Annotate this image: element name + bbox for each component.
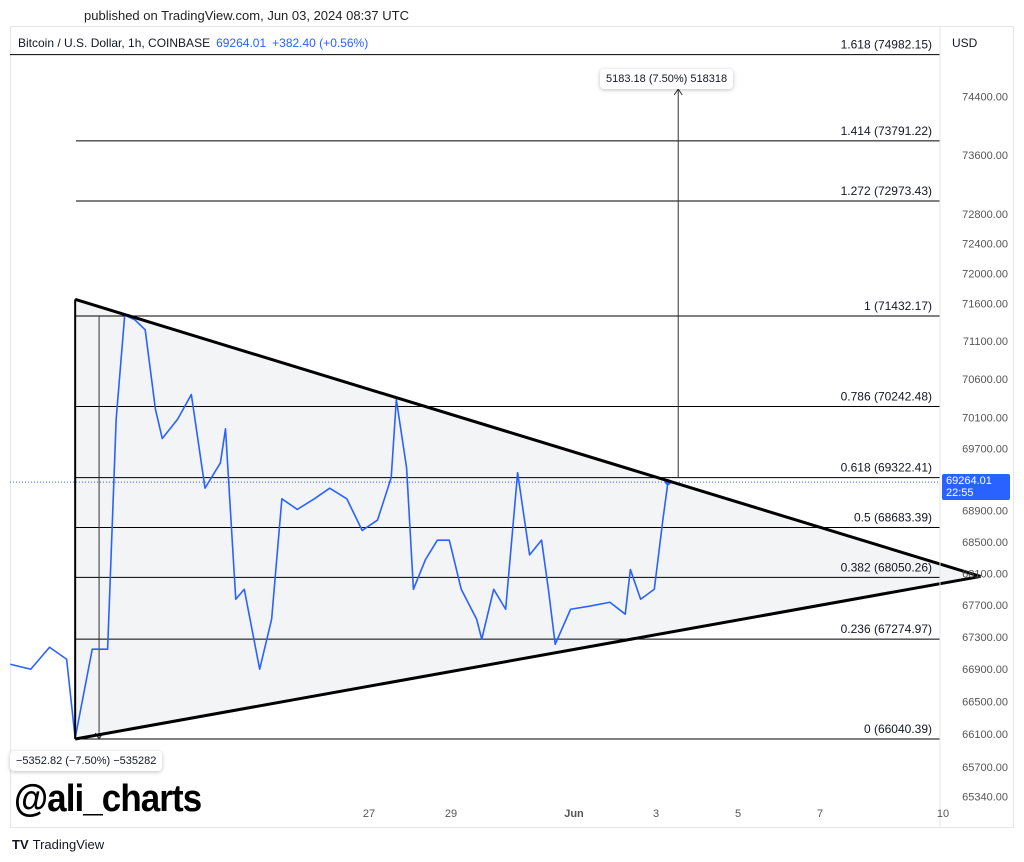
bar-countdown: 22:55 — [946, 487, 974, 499]
chart-frame — [10, 26, 1014, 828]
time-axis-tick: 29 — [445, 808, 457, 820]
triangle-fill — [75, 299, 981, 739]
current-price-tag: 69264.01 22:55 — [942, 474, 1010, 500]
price-axis-tick: 67700.00 — [962, 600, 1008, 612]
price-axis-tick: 68100.00 — [962, 568, 1008, 580]
fib-level-label: 1 (71432.17) — [864, 299, 932, 313]
currency-label[interactable]: USD — [952, 36, 978, 50]
fib-level-label: 0.786 (70242.48) — [841, 390, 932, 404]
price-axis-tick: 65340.00 — [962, 791, 1008, 803]
time-axis-tick: 27 — [363, 808, 375, 820]
time-axis-tick: 7 — [817, 808, 823, 820]
price-axis-tick: 66100.00 — [962, 729, 1008, 741]
fib-level-label: 0.5 (68683.39) — [854, 510, 932, 524]
measure-label-down: −5352.82 (−7.50%) −535282 — [10, 751, 163, 771]
price-axis-tick: 68900.00 — [962, 506, 1008, 518]
fib-level-label: 1.414 (73791.22) — [841, 124, 932, 138]
price-axis-tick: 72800.00 — [962, 209, 1008, 221]
price-axis-tick: 73600.00 — [962, 150, 1008, 162]
price-axis-tick: 66500.00 — [962, 697, 1008, 709]
triangle-lower-trendline — [74, 574, 981, 741]
fib-level-label: 0.236 (67274.97) — [841, 622, 932, 636]
tv-logo-icon: TV — [12, 837, 29, 852]
price-axis-tick: 70100.00 — [962, 412, 1008, 424]
price-axis-tick: 72400.00 — [962, 238, 1008, 250]
symbol-header: Bitcoin / U.S. Dollar, 1h, COINBASE 69264… — [18, 36, 368, 50]
last-price: 69264.01 — [216, 36, 267, 50]
price-axis-tick: 69700.00 — [962, 443, 1008, 455]
tradingview-logo[interactable]: TV TradingView — [12, 837, 104, 852]
fib-level-label: 0.618 (69322.41) — [841, 461, 932, 475]
price-axis-tick: 74400.00 — [962, 92, 1008, 104]
measure-arrow-icon — [673, 88, 683, 96]
time-axis-tick: 10 — [937, 808, 949, 820]
current-price: 69264.01 — [946, 475, 992, 487]
price-axis-tick: 71100.00 — [963, 336, 1008, 348]
fib-level-label: 0 (66040.39) — [864, 722, 932, 736]
price-axis-tick: 66900.00 — [962, 664, 1008, 676]
price-axis-tick: 67300.00 — [962, 632, 1008, 644]
price-axis-tick: 68500.00 — [962, 537, 1008, 549]
published-note: published on TradingView.com, Jun 03, 20… — [84, 8, 409, 23]
price-axis-tick: 65700.00 — [962, 762, 1008, 774]
fib-level-label: 1.272 (72973.43) — [841, 184, 932, 198]
time-axis-tick: 5 — [735, 808, 741, 820]
measure-label-up: 5183.18 (7.50%) 518318 — [600, 69, 734, 89]
triangle-upper-trendline — [74, 297, 982, 578]
price-change: +382.40 (+0.56%) — [272, 36, 369, 50]
price-axis-tick: 70600.00 — [962, 374, 1008, 386]
tradingview-logo-text: TradingView — [32, 837, 105, 852]
fib-level-label: 0.382 (68050.26) — [841, 560, 932, 574]
time-axis-tick: Jun — [564, 808, 584, 820]
price-axis-tick: 72000.00 — [962, 268, 1008, 280]
price-line — [10, 314, 669, 739]
fib-level-label: 1.618 (74982.15) — [841, 38, 932, 52]
symbol-title: Bitcoin / U.S. Dollar, 1h, COINBASE — [18, 36, 211, 50]
time-axis-tick: 3 — [653, 808, 659, 820]
price-axis-tick: 71600.00 — [962, 298, 1008, 310]
watermark: @ali_charts — [14, 778, 202, 820]
